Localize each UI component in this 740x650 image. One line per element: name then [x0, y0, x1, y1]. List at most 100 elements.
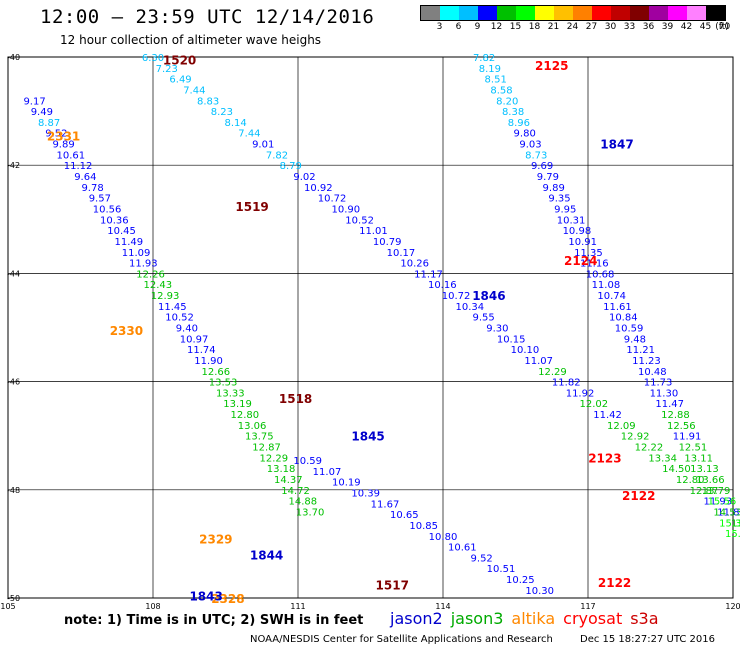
pass-time-label: 1518 [279, 392, 312, 406]
swh-value-cryosat-1520: 9.02 [293, 172, 315, 183]
swh-value-cryosat-1520: 12.87 [690, 486, 719, 497]
swh-value-cryosat-1520: 14.50 [662, 464, 691, 475]
swh-value-s3a-2125: 8.51 [485, 75, 507, 86]
color-scale-label: 42 [680, 22, 693, 32]
legend-cryosat: cryosat [563, 609, 623, 628]
swh-value-altika-2331: 12.87 [252, 443, 281, 454]
swh-value-cryosat-1520: 7.23 [156, 64, 178, 75]
color-swatch-8 [573, 6, 592, 20]
pass-time-label: 2124 [564, 254, 597, 268]
swh-value-cryosat-1520: 9.30 [486, 324, 508, 335]
swh-value-altika-2331: 12.29 [260, 453, 289, 464]
color-swatch-2 [459, 6, 478, 20]
swh-value-altika-2331: 9.40 [176, 324, 198, 335]
swh-value-jason2-1845: 10.51 [487, 564, 516, 575]
lat-tick-label: -44 [7, 269, 20, 278]
swh-value-altika-2331: 12.93 [151, 291, 180, 302]
swh-value-s3a-2125: 11.23 [632, 356, 661, 367]
swh-value-altika-2331: 11.09 [122, 248, 151, 259]
swh-value-s3a-2125: 8.58 [490, 85, 512, 96]
swh-value-s3a-2125: 13.79 [702, 486, 731, 497]
swh-value-altika-2331: 9.78 [81, 183, 103, 194]
swh-value-cryosat-1520: 8.79 [280, 161, 302, 172]
swh-value-s3a-2125: 11.61 [603, 302, 632, 313]
swh-value-cryosat-1520: 10.79 [373, 237, 402, 248]
pass-time-label: 2329 [199, 532, 232, 546]
swh-value-s3a-2125: 11.08 [592, 280, 621, 291]
swh-value-s3a-2125: 9.79 [537, 172, 559, 183]
color-swatch-12 [649, 6, 668, 20]
pass-time-label: 1517 [376, 578, 409, 592]
swh-value-altika-2331: 13.18 [267, 464, 296, 475]
swh-value-altika-2331: 10.56 [93, 204, 122, 215]
swh-value-jason2-1845: 10.80 [429, 532, 458, 543]
swh-value-cryosat-1520: 7.82 [266, 150, 288, 161]
swh-value-altika-2331: 11.49 [115, 237, 144, 248]
swh-value-s3a-2125: 10.31 [557, 215, 586, 226]
swh-value-s3a-2125: 7.82 [473, 53, 495, 64]
swh-value-altika-2331: 14.72 [281, 486, 310, 497]
lon-tick-label: 114 [435, 602, 450, 611]
page-title: 12:00 – 23:59 UTC 12/14/2016 [40, 6, 375, 28]
swh-value-cryosat-1520: 13.34 [648, 453, 677, 464]
swh-value-altika-2331: 8.87 [38, 118, 60, 129]
swh-value-s3a-2125: 12.51 [679, 443, 708, 454]
color-swatch-3 [478, 6, 497, 20]
color-swatch-13 [668, 6, 687, 20]
color-scale [420, 5, 726, 21]
color-scale-label: 39 [661, 22, 674, 32]
color-scale-label: 18 [528, 22, 541, 32]
swh-value-altika-2331: 14.37 [274, 475, 303, 486]
pass-time-label: 2331 [47, 129, 80, 143]
color-scale-label: 24 [566, 22, 579, 32]
swh-value-jason2-1845: 10.19 [332, 478, 361, 489]
lon-tick-label: 108 [145, 602, 160, 611]
swh-value-altika-2331: 10.52 [165, 313, 194, 324]
swh-value-s3a-2125: 15.56 [708, 497, 737, 508]
lon-tick-label: 111 [290, 602, 305, 611]
pass-time-label: 2122 [622, 489, 655, 503]
swh-value-jason2-1845: 10.25 [506, 575, 535, 586]
swh-value-s3a-2125: 15.39 [725, 529, 740, 540]
color-scale-label: 3 [436, 22, 443, 32]
swh-value-s3a-2125: 10.91 [568, 237, 597, 248]
lon-tick-label: 105 [0, 602, 15, 611]
swh-value-cryosat-1520: 10.72 [442, 291, 471, 302]
swh-value-altika-2331: 12.26 [136, 269, 165, 280]
swh-value-cryosat-1520: 10.52 [345, 215, 374, 226]
swh-value-s3a-2125: 10.48 [638, 367, 667, 378]
color-swatch-7 [554, 6, 573, 20]
swh-value-jason2-1845: 11.67 [371, 499, 400, 510]
lat-tick-label: -48 [7, 486, 20, 495]
swh-value-cryosat-1520: 7.44 [183, 85, 205, 96]
color-scale-label: 45 [699, 22, 712, 32]
swh-value-cryosat-1520: 12.22 [635, 443, 664, 454]
swh-value-cryosat-1520: 12.09 [607, 421, 636, 432]
swh-value-altika-2331: 13.70 [296, 507, 325, 518]
color-swatch-0 [421, 6, 440, 20]
legend-altika: altika [511, 609, 556, 628]
swh-value-s3a-2125: 10.98 [563, 226, 592, 237]
swh-value-altika-2331: 12.80 [231, 410, 260, 421]
swh-value-altika-2331: 9.64 [74, 172, 96, 183]
swh-value-jason2-1845: 10.59 [293, 456, 322, 467]
swh-value-cryosat-1520: 6.30 [142, 53, 164, 64]
swh-value-cryosat-1520: 12.29 [538, 367, 567, 378]
swh-value-s3a-2125: 10.59 [615, 324, 644, 335]
swh-value-s3a-2125: 8.73 [525, 150, 547, 161]
color-scale-label: 9 [474, 22, 481, 32]
swh-value-altika-2331: 13.53 [209, 378, 238, 389]
swh-value-altika-2331: 14.88 [289, 497, 318, 508]
swh-value-cryosat-1520: 10.17 [387, 248, 416, 259]
swh-value-jason2-1845: 11.07 [313, 467, 342, 478]
swh-value-cryosat-1520: 11.17 [414, 269, 443, 280]
color-scale-label: 15 [509, 22, 522, 32]
swh-value-s3a-2125: 10.84 [609, 313, 638, 324]
pass-time-label: 2328 [211, 592, 244, 606]
legend-jason2: jason2 [390, 609, 443, 628]
swh-value-jason2-1845: 10.61 [448, 543, 477, 554]
swh-value-cryosat-1520: 10.72 [318, 194, 347, 205]
lat-tick-label: -46 [7, 378, 20, 387]
